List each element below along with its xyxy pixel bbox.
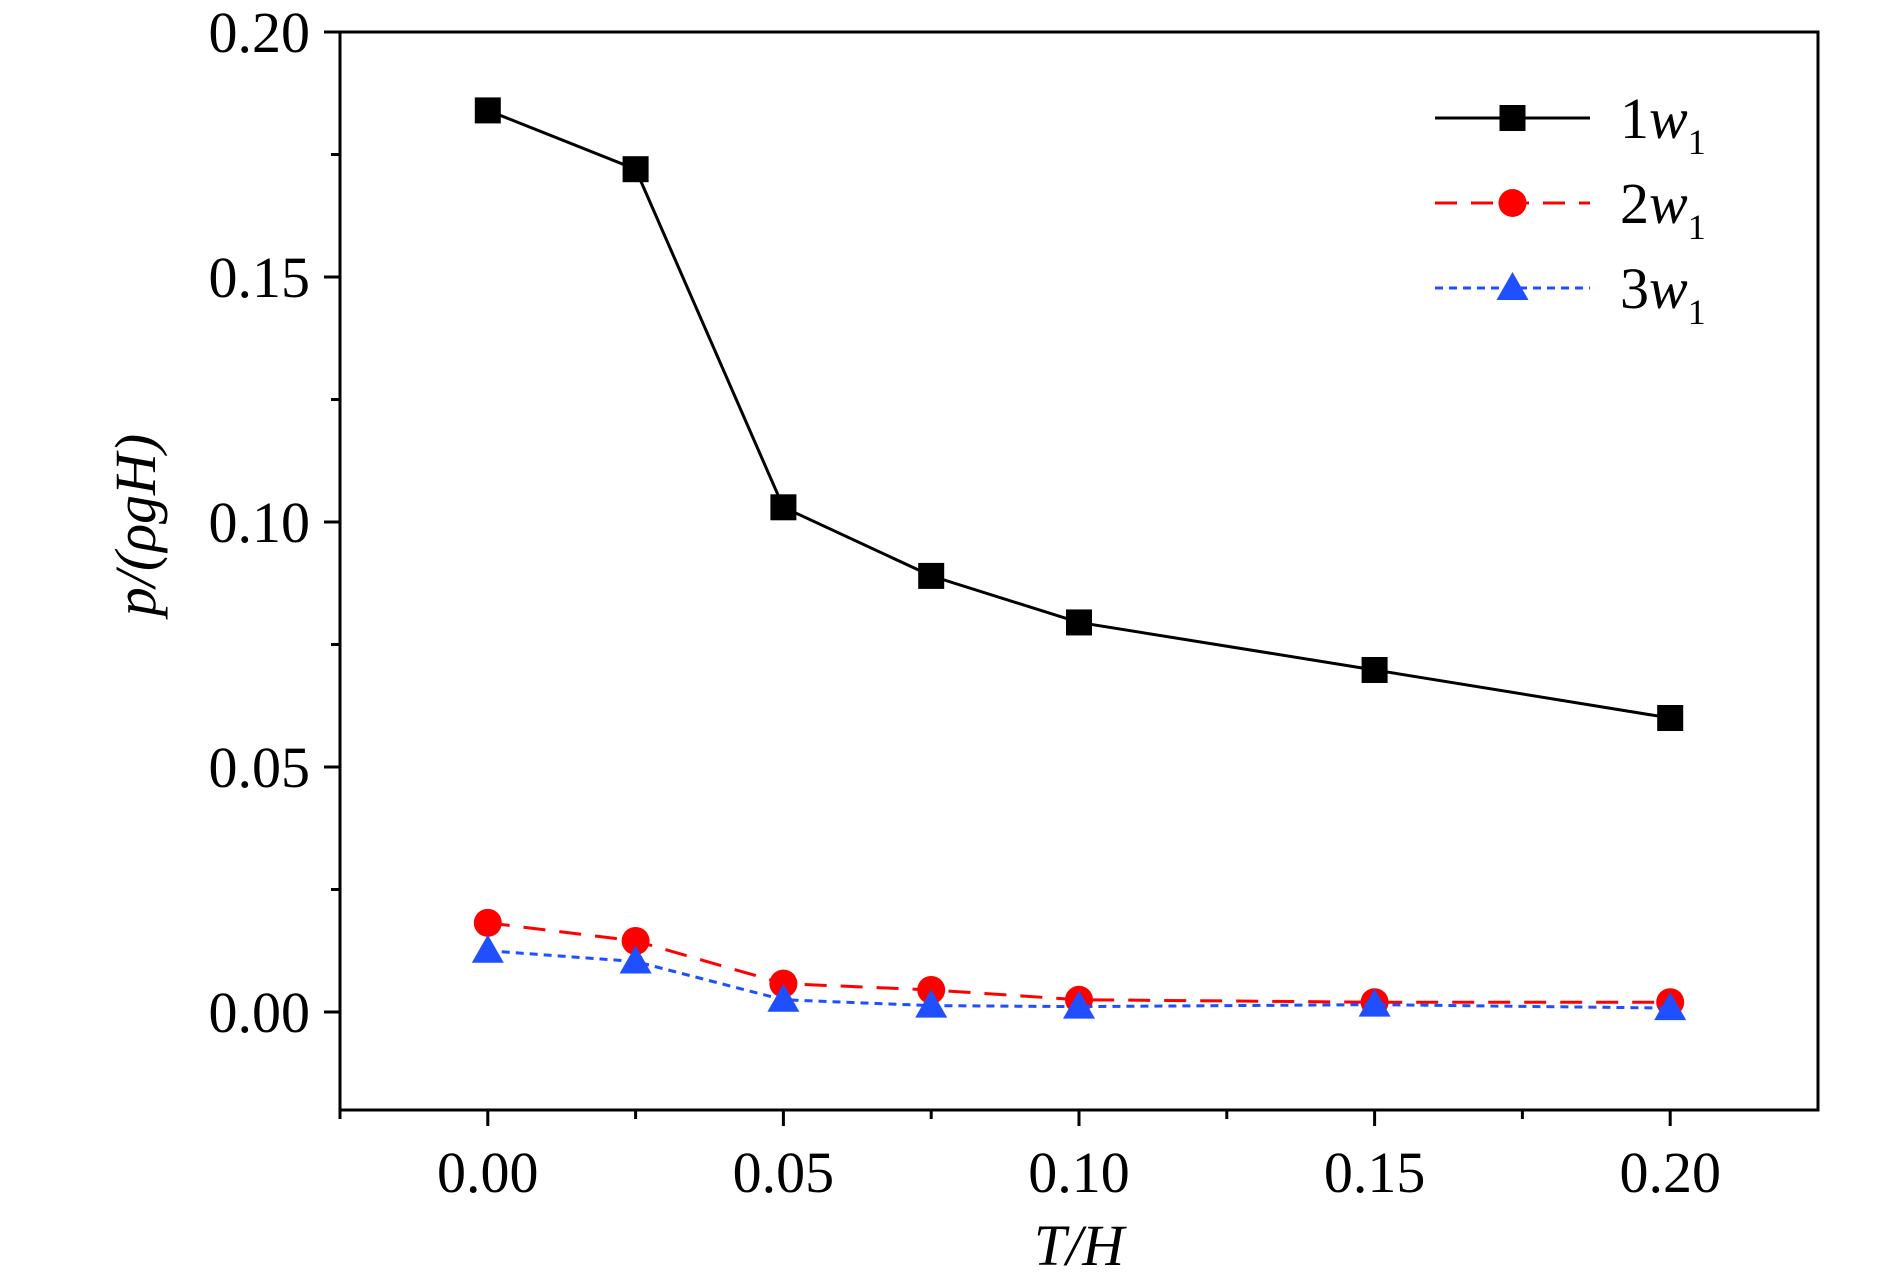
y-tick-label: 0.20: [209, 0, 311, 65]
legend-label-var: w: [1649, 171, 1688, 236]
data-point-2w1: [621, 926, 650, 955]
legend-label: 1w1: [1620, 86, 1706, 162]
data-point-3w1: [1063, 990, 1095, 1019]
legend-label-subscript: 1: [1688, 292, 1706, 332]
x-tick-label: 0.20: [1619, 1140, 1721, 1205]
data-point-1w1: [770, 494, 797, 521]
legend-item-2w1: 2w1: [1435, 171, 1706, 247]
series-layer: [471, 97, 1687, 1021]
legend-label-prefix: 2: [1620, 171, 1649, 236]
data-point-3w1: [471, 934, 504, 963]
legend-marker: [1498, 189, 1527, 217]
data-point-1w1: [622, 156, 649, 183]
legend-item-3w1: 3w1: [1435, 256, 1706, 332]
x-tick-label: 0.15: [1324, 1140, 1426, 1205]
legend-marker: [1496, 272, 1529, 300]
legend-marker: [1499, 105, 1526, 131]
x-tick-label: 0.05: [733, 1140, 835, 1205]
data-point-1w1: [474, 97, 501, 124]
y-tick-label: 0.15: [209, 245, 311, 310]
x-axis-title: T/H: [1034, 1213, 1127, 1278]
data-point-1w1: [1361, 656, 1388, 683]
series-3w1: [471, 934, 1687, 1021]
data-point-3w1: [1654, 992, 1687, 1021]
x-tick-label: 0.00: [437, 1140, 539, 1205]
series-1w1: [474, 97, 1684, 731]
legend-label-subscript: 1: [1688, 207, 1706, 247]
data-point-3w1: [619, 945, 652, 974]
y-tick-label: 0.05: [209, 735, 311, 800]
data-point-1w1: [918, 562, 945, 589]
y-tick-label: 0.00: [209, 980, 311, 1045]
data-point-2w1: [473, 908, 502, 937]
x-axis-ticks: 0.00 0.05 0.10 0.15 0.20: [338, 1110, 1721, 1205]
data-point-3w1: [915, 989, 948, 1018]
y-axis-ticks: 0.00 0.05 0.10 0.15 0.20: [209, 0, 340, 1045]
data-point-3w1: [1358, 988, 1391, 1017]
data-point-2w1: [769, 969, 798, 998]
legend-label-prefix: 3: [1620, 256, 1649, 321]
y-tick-label: 0.10: [209, 490, 311, 555]
data-point-1w1: [1657, 705, 1684, 731]
legend-label-var: w: [1649, 256, 1688, 321]
data-point-3w1: [767, 983, 800, 1012]
legend-label-var: w: [1649, 86, 1688, 151]
y-axis-title: p/(ρgH): [103, 434, 168, 620]
legend-label: 3w1: [1620, 256, 1706, 332]
legend-label: 2w1: [1620, 171, 1706, 247]
data-point-1w1: [1066, 609, 1092, 636]
legend-label-subscript: 1: [1688, 122, 1706, 162]
legend-item-1w1: 1w1: [1435, 86, 1706, 162]
legend-label-prefix: 1: [1620, 86, 1649, 151]
x-tick-label: 0.10: [1028, 1140, 1130, 1205]
plot-frame: [338, 30, 1820, 1112]
